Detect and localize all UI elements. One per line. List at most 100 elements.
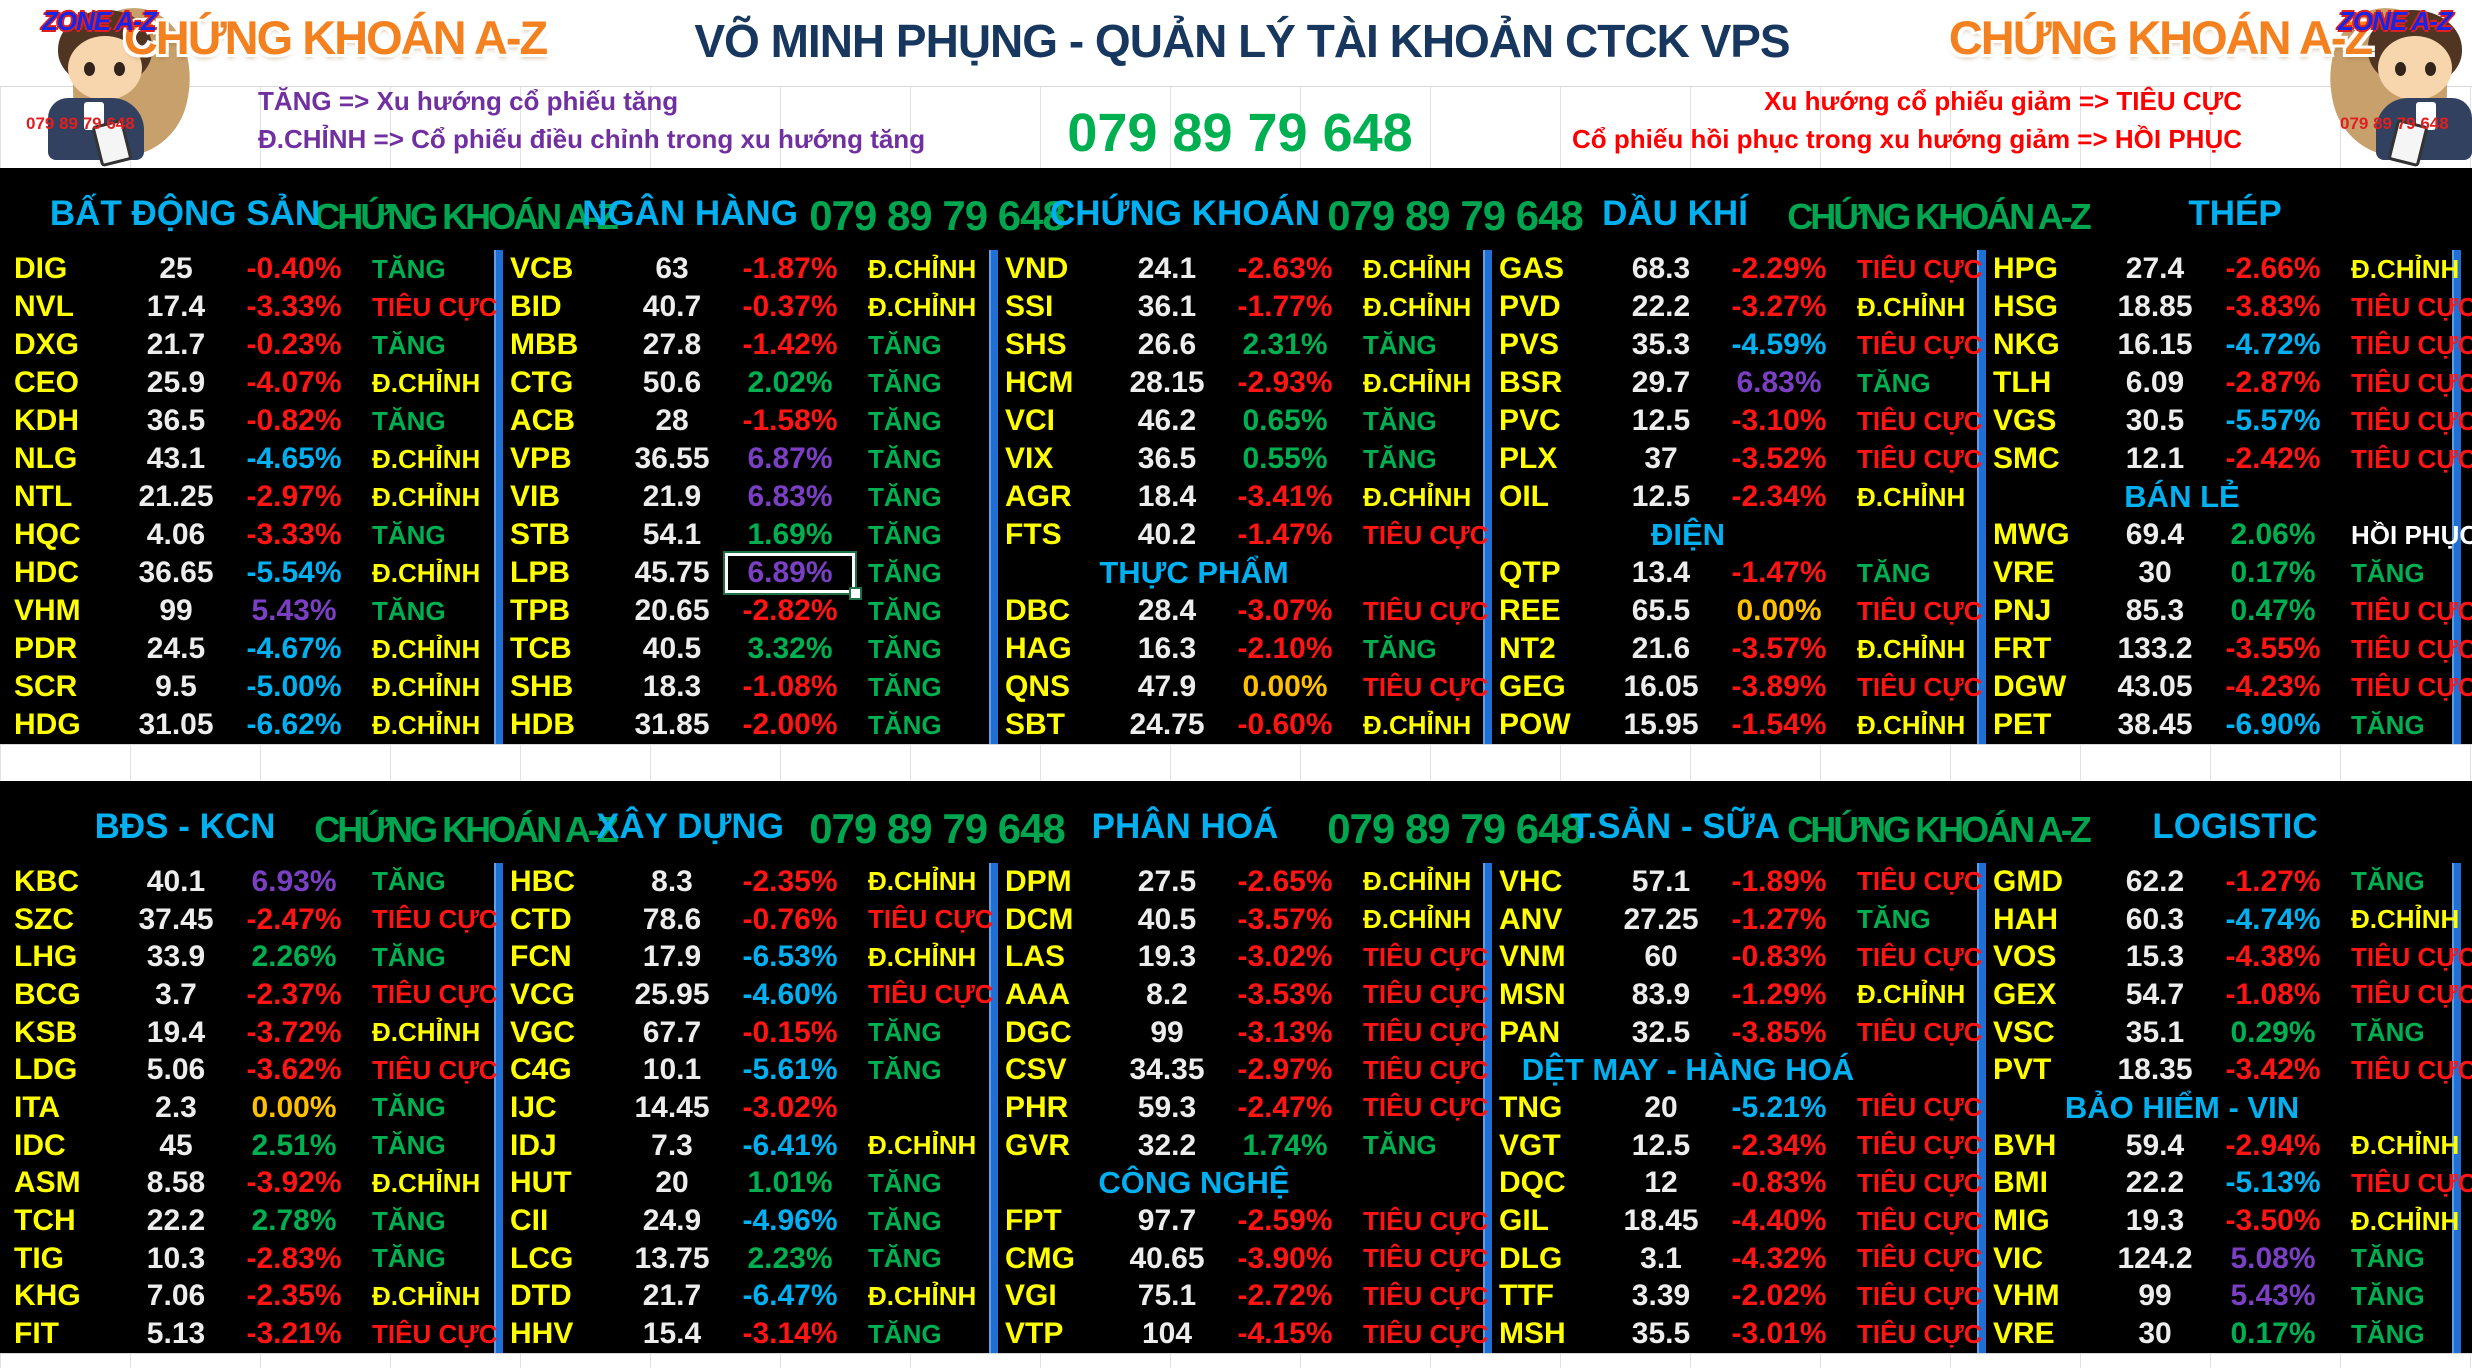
price-cell[interactable]: 59.3 (1137, 1090, 1197, 1124)
change-cell[interactable]: -0.83% (1731, 940, 1827, 974)
trend-cell[interactable]: Đ.CHỈNH (1363, 253, 1472, 284)
ticker-cell[interactable]: PDR (14, 632, 78, 665)
ticker-cell[interactable]: BVH (1993, 1128, 2057, 1162)
ticker-cell[interactable]: MSH (1499, 1317, 1566, 1351)
price-cell[interactable]: 17.4 (146, 290, 206, 323)
price-cell[interactable]: 67.7 (642, 1015, 702, 1049)
ticker-cell[interactable]: GIL (1499, 1204, 1549, 1238)
price-cell[interactable]: 10.3 (146, 1241, 206, 1275)
change-cell[interactable]: -5.57% (2225, 404, 2321, 437)
ticker-cell[interactable]: VHC (1499, 864, 1563, 898)
price-cell[interactable]: 40.5 (1137, 902, 1197, 936)
change-cell[interactable]: -2.63% (1237, 252, 1333, 285)
ticker-cell[interactable]: ACB (510, 404, 575, 437)
trend-cell[interactable]: TIÊU CỰC (1363, 1205, 1489, 1236)
trend-cell[interactable]: TIÊU CỰC (1857, 1092, 1983, 1123)
price-cell[interactable]: 12.1 (2125, 442, 2185, 475)
change-cell[interactable]: 6.93% (251, 864, 337, 898)
change-cell[interactable]: -2.59% (1237, 1204, 1333, 1238)
price-cell[interactable]: 54.1 (642, 518, 702, 551)
trend-cell[interactable]: Đ.CHỈNH (868, 866, 977, 897)
price-cell[interactable]: 15.95 (1623, 708, 1699, 741)
price-cell[interactable]: 19.4 (146, 1015, 206, 1049)
price-cell[interactable]: 21.6 (1631, 632, 1691, 665)
price-cell[interactable]: 7.06 (146, 1279, 206, 1313)
trend-cell[interactable]: Đ.CHỈNH (868, 291, 977, 322)
ticker-cell[interactable]: MBB (510, 328, 579, 361)
ticker-cell[interactable]: DGC (1005, 1015, 1072, 1049)
price-cell[interactable]: 62.2 (2125, 864, 2185, 898)
trend-cell[interactable]: TĂNG (868, 1205, 942, 1236)
ticker-cell[interactable]: DQC (1499, 1166, 1566, 1200)
price-cell[interactable]: 16.3 (1137, 632, 1197, 665)
ticker-cell[interactable]: OIL (1499, 480, 1549, 513)
price-cell[interactable]: 20 (655, 1166, 689, 1200)
change-cell[interactable]: -4.67% (246, 632, 342, 665)
trend-cell[interactable]: TIÊU CỰC (2351, 633, 2472, 664)
change-cell[interactable]: -5.13% (2225, 1166, 2321, 1200)
price-cell[interactable]: 68.3 (1631, 252, 1691, 285)
change-cell[interactable]: 6.83% (1736, 366, 1822, 399)
change-cell[interactable]: -5.61% (742, 1053, 838, 1087)
ticker-cell[interactable]: VIC (1993, 1241, 2044, 1275)
trend-cell[interactable]: TĂNG (868, 367, 942, 398)
trend-cell[interactable]: TIÊU CỰC (1857, 1280, 1983, 1311)
ticker-cell[interactable]: DGW (1993, 670, 2067, 703)
ticker-cell[interactable]: VNM (1499, 940, 1566, 974)
active-cell[interactable]: 6.89% (728, 556, 862, 600)
change-cell[interactable]: -0.76% (742, 902, 838, 936)
change-cell[interactable]: -3.85% (1731, 1015, 1827, 1049)
change-cell[interactable]: -2.97% (246, 480, 342, 513)
trend-cell[interactable]: TĂNG (868, 595, 942, 626)
change-cell[interactable]: 2.23% (747, 1241, 833, 1275)
trend-cell[interactable]: TIÊU CỰC (2351, 941, 2472, 972)
price-cell[interactable]: 43.05 (2117, 670, 2193, 703)
ticker-cell[interactable]: QTP (1499, 556, 1561, 589)
trend-cell[interactable]: TIÊU CỰC (2351, 671, 2472, 702)
ticker-cell[interactable]: NLG (14, 442, 78, 475)
price-cell[interactable]: 31.05 (138, 708, 214, 741)
change-cell[interactable]: -1.08% (742, 670, 838, 703)
ticker-cell[interactable]: NKG (1993, 328, 2060, 361)
ticker-cell[interactable]: NVL (14, 290, 74, 323)
change-cell[interactable]: -1.29% (1731, 977, 1827, 1011)
change-cell[interactable]: 0.00% (1242, 670, 1328, 703)
change-cell[interactable]: 0.17% (2230, 1317, 2316, 1351)
trend-cell[interactable]: TĂNG (868, 633, 942, 664)
trend-cell[interactable]: TIÊU CỰC (2351, 1054, 2472, 1085)
price-cell[interactable]: 40.1 (146, 864, 206, 898)
price-cell[interactable]: 27.5 (1137, 864, 1197, 898)
ticker-cell[interactable]: IDJ (510, 1128, 557, 1162)
ticker-cell[interactable]: VSC (1993, 1015, 2055, 1049)
price-cell[interactable]: 59.4 (2125, 1128, 2185, 1162)
change-cell[interactable]: -3.01% (1731, 1317, 1827, 1351)
price-cell[interactable]: 21.7 (146, 328, 206, 361)
change-cell[interactable]: -0.60% (1237, 708, 1333, 741)
change-cell[interactable]: 1.69% (747, 518, 833, 551)
change-cell[interactable]: -3.21% (246, 1317, 342, 1351)
price-cell[interactable]: 30 (2138, 556, 2172, 589)
change-cell[interactable]: -3.89% (1731, 670, 1827, 703)
trend-cell[interactable]: TĂNG (868, 481, 942, 512)
ticker-cell[interactable]: VIB (510, 480, 561, 513)
trend-cell[interactable]: Đ.CHỈNH (2351, 253, 2460, 284)
trend-cell[interactable]: Đ.CHỈNH (2351, 904, 2460, 935)
price-cell[interactable]: 28 (655, 404, 689, 437)
change-cell[interactable]: -2.82% (742, 594, 838, 627)
trend-cell[interactable]: TĂNG (868, 519, 942, 550)
price-cell[interactable]: 60 (1644, 940, 1678, 974)
change-cell[interactable]: -1.77% (1237, 290, 1333, 323)
change-cell[interactable]: -0.83% (1731, 1166, 1827, 1200)
trend-cell[interactable]: TIÊU CỰC (1363, 519, 1489, 550)
ticker-cell[interactable]: FIT (14, 1317, 59, 1351)
ticker-cell[interactable]: HCM (1005, 366, 1074, 399)
change-cell[interactable]: -5.00% (246, 670, 342, 703)
trend-cell[interactable]: TĂNG (2351, 709, 2425, 740)
price-cell[interactable]: 43.1 (146, 442, 206, 475)
price-cell[interactable]: 46.2 (1137, 404, 1197, 437)
price-cell[interactable]: 20 (1644, 1090, 1678, 1124)
price-cell[interactable]: 36.55 (634, 442, 710, 475)
price-cell[interactable]: 17.9 (642, 940, 702, 974)
ticker-cell[interactable]: SMC (1993, 442, 2060, 475)
change-cell[interactable]: 0.29% (2230, 1015, 2316, 1049)
